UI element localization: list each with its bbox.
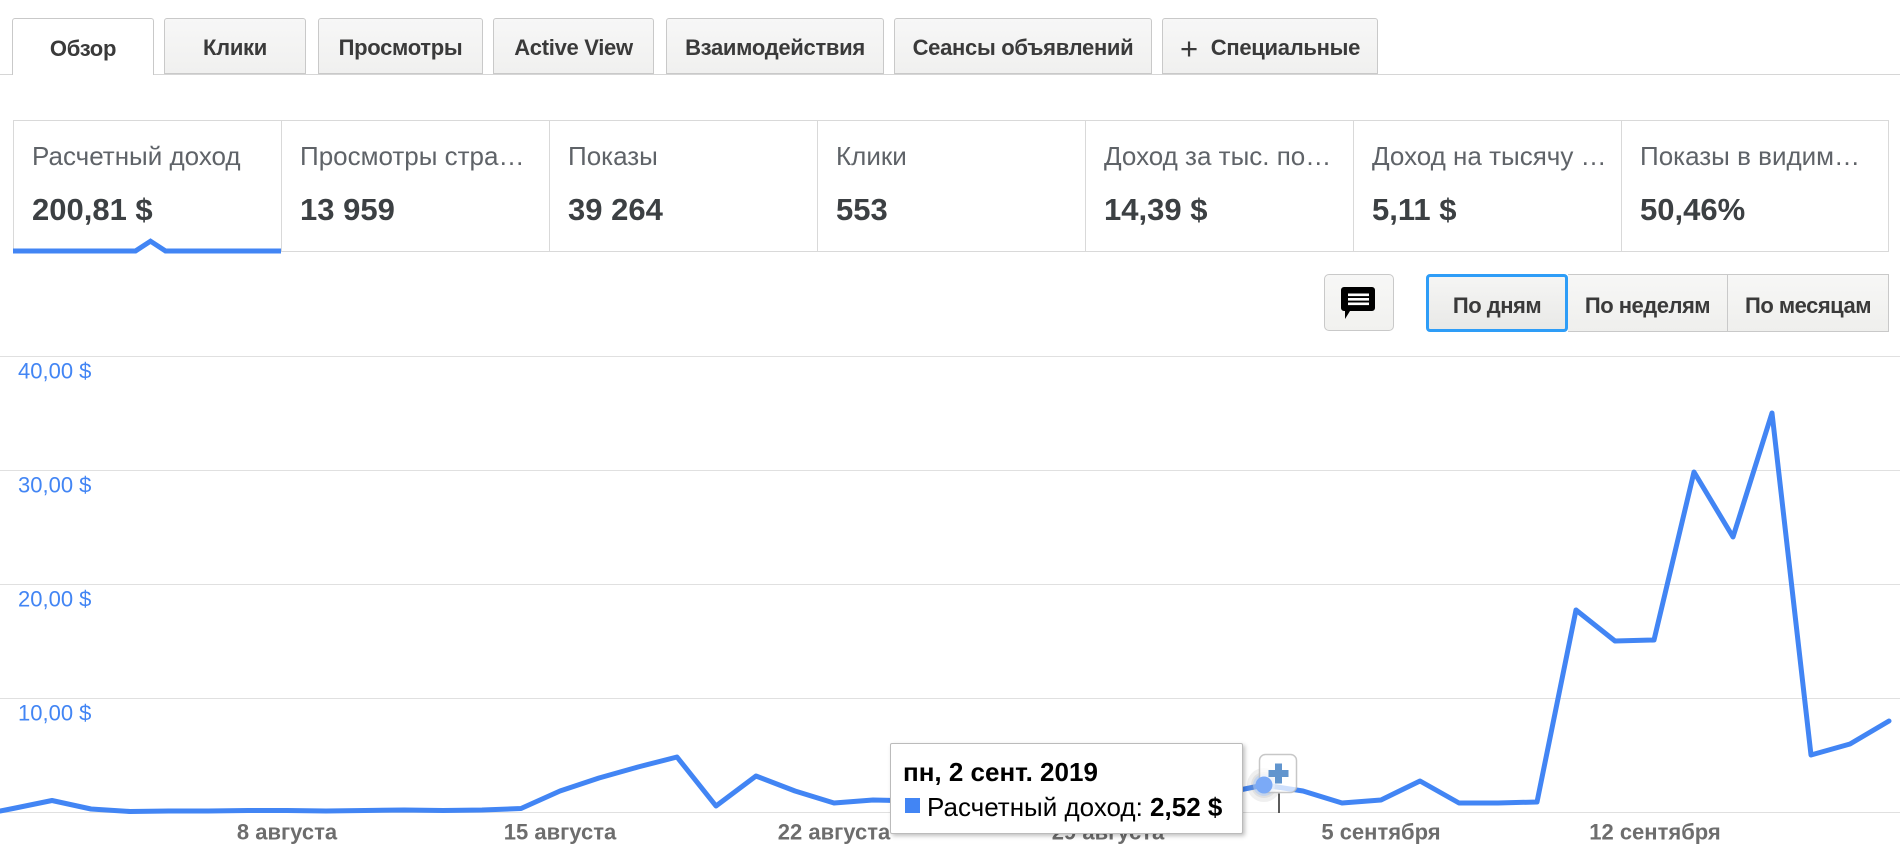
svg-text:5 сентября: 5 сентября xyxy=(1321,820,1440,845)
svg-text:30,00 $: 30,00 $ xyxy=(18,473,91,498)
svg-text:8 августа: 8 августа xyxy=(237,820,338,845)
svg-text:20,00 $: 20,00 $ xyxy=(18,587,91,612)
svg-text:22 августа: 22 августа xyxy=(778,820,891,845)
svg-text:40,00 $: 40,00 $ xyxy=(18,359,91,384)
svg-text:15 августа: 15 августа xyxy=(504,820,617,845)
svg-text:10,00 $: 10,00 $ xyxy=(18,701,91,726)
svg-text:12 сентября: 12 сентября xyxy=(1589,820,1721,845)
